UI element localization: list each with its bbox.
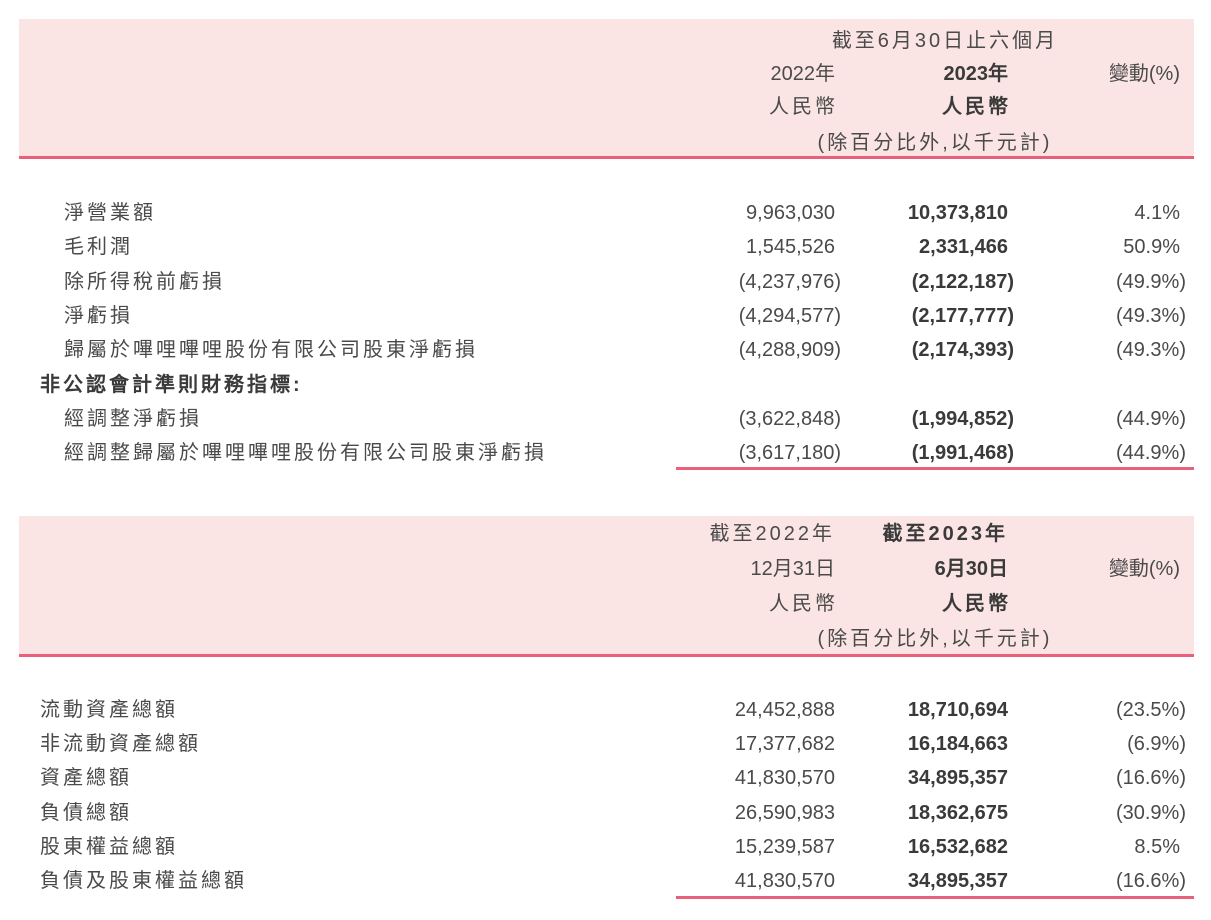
section-heading: 非公認會計準則財務指標: <box>40 373 303 396</box>
col-2023-heading: 2023年 <box>943 63 1009 85</box>
value-2022: 17,377,682 <box>734 733 835 756</box>
col-2023-heading-line2: 6月30日 <box>934 558 1008 580</box>
col-2023-currency: 人民幣 <box>942 96 1011 118</box>
value-2023: (2,122,187) <box>911 270 1014 293</box>
value-change: (49.3%) <box>1115 339 1186 362</box>
col-2023-currency: 人民幣 <box>942 593 1011 615</box>
col-2023-heading-line1: 截至2023年 <box>882 523 1008 545</box>
value-change: (49.9%) <box>1115 270 1186 293</box>
row-label: 經調整淨虧損 <box>64 407 202 430</box>
row-label: 資產總額 <box>40 767 132 790</box>
value-change: (30.9%) <box>1115 801 1186 824</box>
value-2023: 18,710,694 <box>907 699 1008 721</box>
period-heading: 截至6月30日止六個月 <box>831 30 1059 52</box>
value-2022: (3,617,180) <box>738 442 841 465</box>
value-2022: 41,830,570 <box>734 767 835 790</box>
table2-bottom-rule <box>676 896 1194 899</box>
row-label: 淨虧損 <box>64 304 133 327</box>
row-label: 淨營業額 <box>64 202 156 224</box>
row-label: 經調整歸屬於嗶哩嗶哩股份有限公司股東淨虧損 <box>64 442 547 465</box>
value-change: 4.1% <box>1134 202 1180 224</box>
row-label: 負債總額 <box>40 801 132 824</box>
row-label: 除所得稅前虧損 <box>64 270 225 293</box>
value-2023: 34,895,357 <box>907 870 1008 892</box>
table1-bottom-rule <box>676 467 1194 470</box>
row-label: 歸屬於嗶哩嗶哩股份有限公司股東淨虧損 <box>64 339 478 362</box>
value-change: (6.9%) <box>1127 733 1186 756</box>
value-2023: (2,174,393) <box>911 339 1014 362</box>
value-change: 50.9% <box>1123 236 1180 259</box>
value-change: (44.9%) <box>1115 407 1186 430</box>
value-2022: 26,590,983 <box>734 801 835 824</box>
col-change-heading: 變動(%) <box>1108 63 1180 85</box>
value-change: (44.9%) <box>1115 442 1186 465</box>
value-2023: 16,184,663 <box>907 733 1008 756</box>
col-change-heading: 變動(%) <box>1108 558 1180 580</box>
value-2023: 10,373,810 <box>907 202 1008 224</box>
row-label: 毛利潤 <box>64 236 133 259</box>
table2-header-band <box>19 516 1194 657</box>
value-change: (23.5%) <box>1115 699 1186 721</box>
value-2023: 16,532,682 <box>907 835 1008 858</box>
unit-note: (除百分比外,以千元計) <box>817 132 1053 154</box>
value-2023: (1,994,852) <box>911 407 1014 430</box>
value-2023: 2,331,466 <box>919 236 1008 259</box>
value-2022: (3,622,848) <box>738 407 841 430</box>
col-2022-currency: 人民幣 <box>769 96 838 118</box>
col-2022-heading: 2022年 <box>770 63 836 85</box>
col-2022-heading-line2: 12月31日 <box>750 558 836 580</box>
value-change: (16.6%) <box>1115 767 1186 790</box>
value-2023: (1,991,468) <box>911 442 1014 465</box>
value-2022: 1,545,526 <box>746 236 835 259</box>
col-2022-heading-line1: 截至2022年 <box>709 523 835 545</box>
value-2022: 15,239,587 <box>734 835 835 858</box>
value-2022: 24,452,888 <box>734 699 835 721</box>
value-2022: (4,294,577) <box>738 304 841 327</box>
unit-note: (除百分比外,以千元計) <box>817 628 1053 650</box>
value-2022: (4,288,909) <box>738 339 841 362</box>
value-2023: 34,895,357 <box>907 767 1008 790</box>
value-change: (49.3%) <box>1115 304 1186 327</box>
value-2022: 9,963,030 <box>746 202 835 224</box>
value-2023: (2,177,777) <box>911 304 1014 327</box>
value-change: 8.5% <box>1134 835 1180 858</box>
col-2022-currency: 人民幣 <box>769 593 838 615</box>
row-label: 股東權益總額 <box>40 835 178 858</box>
row-label: 非流動資產總額 <box>40 733 201 756</box>
value-2022: (4,237,976) <box>738 270 841 293</box>
row-label: 流動資產總額 <box>40 699 178 721</box>
value-2022: 41,830,570 <box>734 870 835 892</box>
row-label: 負債及股東權益總額 <box>40 870 247 892</box>
value-2023: 18,362,675 <box>907 801 1008 824</box>
table1-header-band <box>19 19 1194 159</box>
value-change: (16.6%) <box>1115 870 1186 892</box>
